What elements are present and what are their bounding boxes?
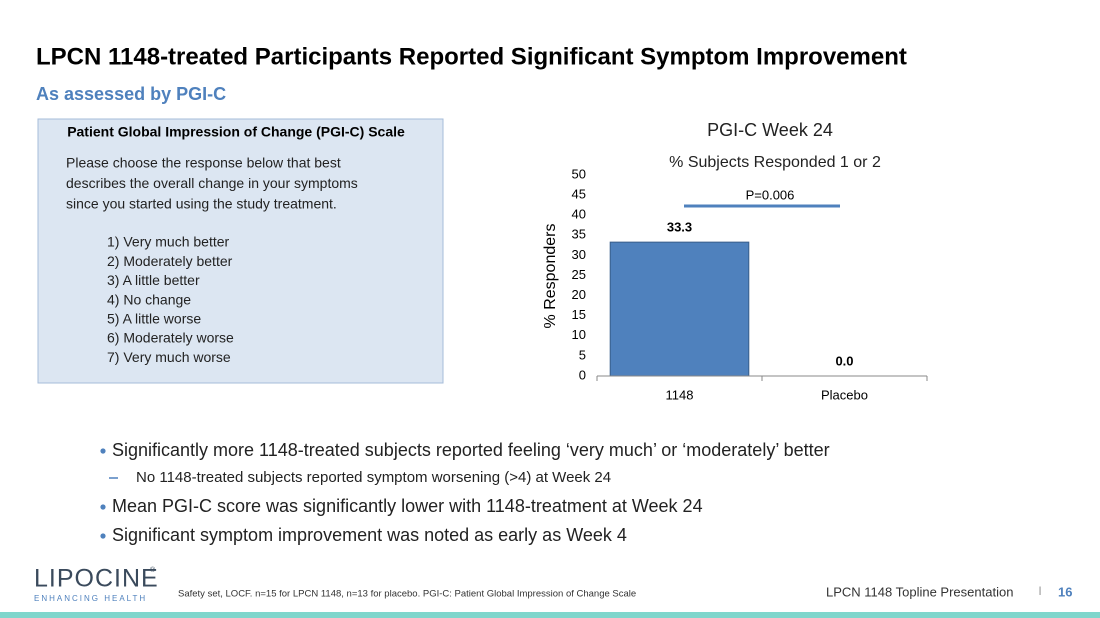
value-label: 0.0 [835, 353, 853, 368]
scale-text: Please choose the response below that be… [66, 155, 358, 365]
bullet-dot [100, 448, 106, 454]
y-tick-label: 30 [572, 247, 586, 262]
scale-intro-line: Please choose the response below that be… [66, 155, 341, 171]
bar [609, 241, 750, 377]
scale-option: 7) Very much worse [107, 349, 231, 365]
sub-bullet-text: No 1148-treated subjects reported sympto… [136, 469, 611, 486]
y-tick-label: 35 [572, 227, 586, 242]
scale-option: 1) Very much better [107, 234, 230, 250]
chart-title: PGI-C Week 24 [707, 120, 833, 140]
footer-text: LPCN 1148 Topline Presentation [826, 584, 1013, 599]
logo-name: LIPOCINE [34, 565, 159, 593]
scale-option: 6) Moderately worse [107, 330, 234, 346]
y-tick-label: 15 [572, 307, 586, 322]
logo-mark: ® [150, 566, 156, 574]
value-label: 33.3 [667, 220, 692, 235]
y-tick-label: 0 [579, 367, 586, 382]
footnote: Safety set, LOCF. n=15 for LPCN 1148, n=… [178, 589, 636, 600]
scale-option: 5) A little worse [107, 311, 201, 327]
bottom-bar [0, 612, 1100, 618]
scale-intro-line: describes the overall change in your sym… [66, 175, 358, 191]
bullet-list: Significantly more 1148-treated subjects… [100, 440, 830, 545]
chart-subtitle: % Subjects Responded 1 or 2 [669, 154, 881, 171]
footer-separator: I [1038, 584, 1041, 598]
scale-option: 4) No change [107, 291, 191, 307]
x-tick-label: Placebo [821, 387, 868, 402]
bullet-text: Mean PGI-C score was significantly lower… [112, 496, 703, 516]
bullet-text: Significantly more 1148-treated subjects… [112, 440, 830, 460]
slide-title: LPCN 1148-treated Participants Reported … [36, 43, 907, 70]
bullet-dot [100, 504, 106, 510]
y-tick-label: 50 [572, 166, 586, 181]
bullet-text: Significant symptom improvement was note… [112, 525, 627, 545]
y-axis-label: % Responders [542, 224, 559, 329]
x-tick-label: 1148 [666, 387, 694, 402]
y-tick-label: 40 [572, 207, 586, 222]
bullet-dot [100, 533, 106, 539]
y-tick-label: 25 [572, 267, 586, 282]
scale-intro-line: since you started using the study treatm… [66, 196, 337, 212]
annotation: P=0.006 [746, 187, 795, 202]
y-tick-label: 45 [572, 187, 586, 202]
slide-subtitle: As assessed by PGI-C [36, 84, 226, 104]
scale-option: 3) A little better [107, 272, 200, 288]
scale-title: Patient Global Impression of Change (PGI… [67, 124, 405, 140]
page-number: 16 [1058, 584, 1072, 599]
chart: PGI-C Week 24 % Subjects Responded 1 or 2… [542, 120, 928, 402]
logo-tagline: ENHANCING HEALTH [34, 594, 147, 603]
y-tick-label: 10 [572, 327, 586, 342]
y-tick-label: 20 [572, 287, 586, 302]
scale-box [37, 118, 444, 384]
y-tick-label: 5 [579, 347, 586, 362]
scale-option: 2) Moderately better [107, 253, 233, 269]
